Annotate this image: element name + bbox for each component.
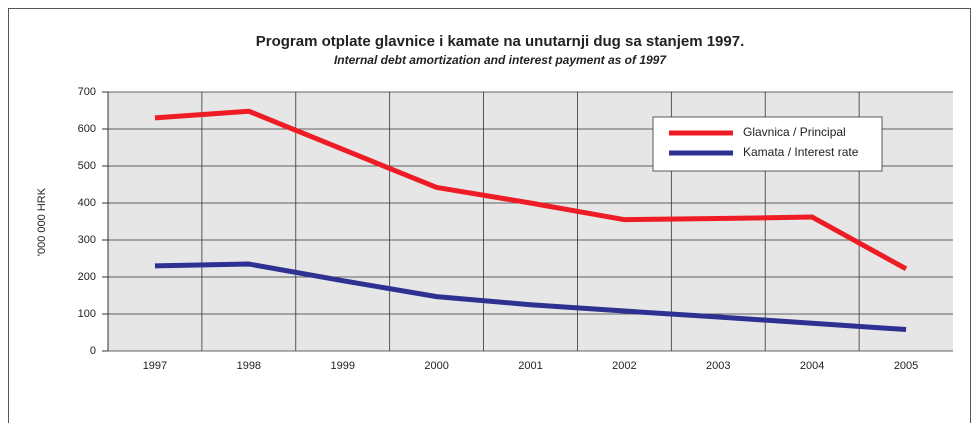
legend-label: Kamata / Interest rate <box>743 145 859 159</box>
legend-label: Glavnica / Principal <box>743 125 846 139</box>
chart-title: Program otplate glavnice i kamate na unu… <box>256 33 745 50</box>
y-tick-label: 0 <box>90 345 96 357</box>
x-tick-label: 1998 <box>237 360 261 372</box>
x-tick-label: 1999 <box>330 360 354 372</box>
x-tick-label: 2004 <box>800 360 824 372</box>
series-line <box>154 108 908 272</box>
y-tick-label: 100 <box>78 308 96 320</box>
x-tick-label: 2003 <box>706 360 730 372</box>
y-axis-label: '000 000 HRK <box>36 187 48 256</box>
x-tick-label: 2001 <box>518 360 542 372</box>
y-tick-label: 400 <box>78 197 96 209</box>
y-tick-label: 300 <box>78 234 96 246</box>
chart-subtitle: Internal debt amortization and interest … <box>334 53 667 67</box>
x-tick-label: 2005 <box>894 360 918 372</box>
x-tick-label: 2000 <box>424 360 448 372</box>
x-tick-label: 1997 <box>143 360 167 372</box>
y-tick-label: 500 <box>78 160 96 172</box>
x-tick-label: 2002 <box>612 360 636 372</box>
y-tick-label: 700 <box>78 86 96 98</box>
series-line <box>154 261 907 333</box>
y-tick-label: 200 <box>78 271 96 283</box>
legend-box <box>652 116 883 172</box>
y-tick-label: 600 <box>78 123 96 135</box>
